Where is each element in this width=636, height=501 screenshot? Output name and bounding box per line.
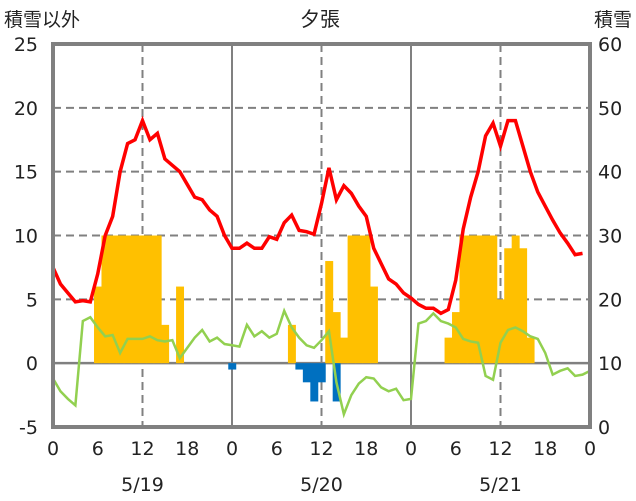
right-tick-label: 30 (598, 226, 622, 248)
right-tick-label: 0 (598, 417, 610, 439)
bar (287, 324, 296, 364)
bar (496, 299, 505, 364)
bar (452, 312, 460, 364)
left-axis-label: 積雪以外 (4, 9, 80, 31)
bar (138, 235, 147, 364)
bar (94, 286, 102, 364)
bar (511, 235, 520, 364)
bar (489, 235, 498, 364)
x-tick-label: 18 (354, 438, 378, 460)
bar (310, 363, 319, 402)
bar (481, 235, 490, 364)
date-label: 5/21 (479, 474, 522, 496)
left-tick-label: 15 (14, 162, 38, 184)
left-tick-label: -5 (19, 417, 38, 439)
bar (131, 235, 140, 364)
bar (340, 337, 349, 364)
chart-title: 夕張 (300, 7, 340, 31)
x-tick-label: 0 (405, 438, 417, 460)
bar (295, 363, 304, 370)
bar (161, 324, 170, 364)
bar (123, 235, 132, 364)
left-tick-label: 20 (14, 98, 38, 120)
x-tick-label: 0 (226, 438, 238, 460)
bar (146, 235, 155, 364)
bar (362, 235, 371, 364)
x-tick-label: 18 (175, 438, 199, 460)
right-tick-label: 10 (598, 353, 622, 375)
x-tick-label: 18 (533, 438, 557, 460)
bar (332, 312, 341, 364)
bar (444, 337, 453, 364)
bar (519, 248, 528, 364)
right-tick-label: 20 (598, 289, 622, 311)
bar (526, 337, 535, 364)
x-tick-label: 6 (450, 438, 462, 460)
x-tick-label: 0 (47, 438, 59, 460)
bar (504, 248, 513, 364)
red-series-line (51, 115, 583, 316)
x-tick-label: 12 (130, 438, 154, 460)
x-tick-label: 6 (271, 438, 283, 460)
x-tick-label: 12 (309, 438, 333, 460)
right-axis-label: 積雪 (594, 9, 632, 31)
bar (369, 286, 378, 364)
bar (317, 363, 326, 383)
left-tick-label: 25 (14, 34, 38, 56)
bar (153, 235, 162, 364)
bar (474, 235, 483, 364)
left-tick-label: 10 (14, 226, 38, 248)
date-label: 5/20 (300, 474, 343, 496)
bar (228, 363, 237, 370)
left-tick-label: 0 (26, 353, 38, 375)
bar (176, 286, 185, 364)
date-label: 5/19 (121, 474, 164, 496)
right-tick-label: 50 (598, 98, 622, 120)
bar (116, 235, 125, 364)
right-tick-label: 60 (598, 34, 622, 56)
bar (325, 261, 334, 364)
x-tick-label: 12 (488, 438, 512, 460)
bar (347, 235, 356, 364)
x-tick-label: 0 (584, 438, 596, 460)
bar (355, 235, 364, 364)
right-tick-label: 40 (598, 162, 622, 184)
left-tick-label: 5 (26, 289, 38, 311)
bar (459, 235, 468, 364)
bar (302, 363, 311, 383)
bar (108, 235, 117, 364)
bar (101, 235, 110, 364)
plot-frame (51, 42, 592, 429)
green-series-line (51, 307, 591, 419)
bar (466, 235, 475, 364)
x-tick-label: 6 (92, 438, 104, 460)
